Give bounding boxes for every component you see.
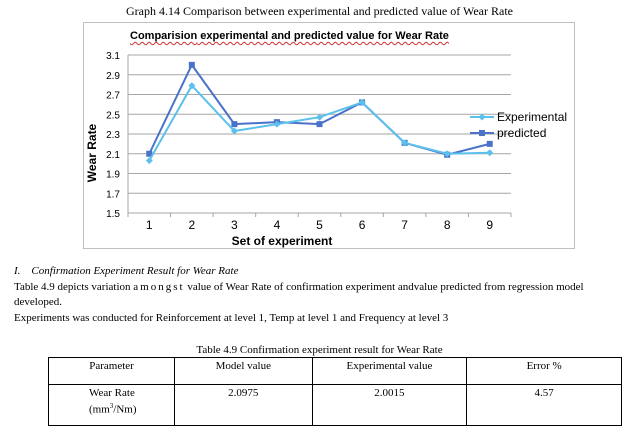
- x-tick-label: 3: [231, 218, 238, 232]
- line-chart: 3.1 2.9 2.7 2.5 2.3 2.1 1.9 1.7 1.5 1 2 3 4 5 6 7 8 9 Ex…: [85, 51, 567, 248]
- y-tick-label: 2.9: [106, 71, 120, 82]
- section-title: Confirmation Experiment Result for Wear …: [31, 265, 239, 277]
- x-tick-label: 2: [188, 218, 195, 232]
- graph-caption: Graph 4.14 Comparison between experiment…: [125, 4, 513, 18]
- paragraph-1-start: Table 4.9 depicts variation: [14, 281, 131, 293]
- cell-experimental-value: 2.0015: [311, 384, 468, 426]
- header-experimental-value: Experimental value: [311, 357, 468, 385]
- chart-frame: 3.1 2.9 2.7 2.5 2.3 2.1 1.9 1.7 1.5 1 2 3 4 5 6 7 8 9 Ex…: [83, 22, 575, 249]
- chart-title-rest: experimental and predicted value for Wea…: [197, 30, 449, 42]
- y-tick-label: 2.7: [106, 91, 120, 102]
- legend-experimental-label: Experimental: [497, 110, 567, 124]
- experimental-point: [401, 139, 409, 147]
- confirmation-table: Parameter Model value Experimental value…: [47, 357, 622, 426]
- parameter-unit-b: /Nm): [113, 403, 137, 416]
- cell-parameter: Wear Rate (mm3/Nm): [47, 384, 176, 426]
- y-tick-label: 1.5: [106, 209, 120, 220]
- y-tick-label: 1.9: [106, 170, 120, 181]
- experimental-point: [273, 120, 281, 128]
- predicted-point: [316, 121, 323, 128]
- paragraph-1-end: value of Wear Rate of confirmation exper…: [14, 281, 584, 308]
- section-number: I.: [14, 265, 21, 277]
- legend-predicted-label: predicted: [497, 126, 546, 140]
- x-tick-label: 4: [274, 218, 281, 232]
- predicted-point: [231, 121, 238, 128]
- table-caption: Table 4.9 Confirmation experiment result…: [196, 344, 443, 356]
- experimental-point: [230, 127, 238, 135]
- y-tick-label: 2.5: [106, 110, 120, 121]
- chart-title-first-word: Comparision: [130, 30, 198, 42]
- predicted-point: [188, 61, 195, 68]
- paragraph-1-spaced-word: amongst: [133, 281, 185, 293]
- y-tick-label: 1.7: [106, 189, 120, 200]
- header-model-value: Model value: [174, 357, 313, 385]
- legend-experimental-marker: [478, 113, 486, 121]
- y-axis-label: Wear Rate: [85, 123, 99, 182]
- predicted-series-line: [148, 62, 490, 156]
- predicted-point: [486, 140, 493, 147]
- parameter-name: Wear Rate: [89, 387, 135, 399]
- experimental-point: [316, 113, 323, 121]
- experimental-point: [145, 157, 153, 165]
- x-axis-label: Set of experiment: [232, 234, 333, 248]
- predicted-point: [146, 150, 153, 157]
- x-tick-label: 1: [146, 218, 153, 232]
- table-row: Wear Rate (mm3/Nm) 2.0975 2.0015 4.57: [47, 384, 622, 426]
- experimental-point: [486, 149, 494, 157]
- y-tick-label: 3.1: [106, 51, 120, 62]
- header-error: Error %: [466, 357, 622, 385]
- table-header-row: Parameter Model value Experimental value…: [47, 357, 622, 385]
- chart-title: Comparision experimental and predicted v…: [130, 30, 449, 42]
- x-tick-label: 5: [316, 218, 323, 232]
- parameter-unit-sup: 3: [109, 402, 114, 410]
- y-tick-label: 2.3: [106, 130, 120, 141]
- paragraph-1: Table 4.9 depicts variation amongst valu…: [14, 280, 626, 310]
- cell-model-value: 2.0975: [174, 384, 313, 426]
- parameter-unit-a: (mm: [89, 403, 110, 416]
- section-heading: I. Confirmation Experiment Result for We…: [14, 265, 238, 277]
- paragraph-2: Experiments was conducted for Reinforcem…: [14, 312, 449, 324]
- x-tick-label: 8: [444, 218, 451, 232]
- cell-error: 4.57: [466, 384, 622, 426]
- x-tick-label: 9: [486, 218, 493, 232]
- experimental-point: [358, 98, 366, 106]
- header-parameter: Parameter: [47, 357, 176, 385]
- experimental-point: [188, 82, 196, 90]
- y-tick-label: 2.1: [106, 150, 120, 161]
- legend-predicted-marker: [479, 130, 485, 136]
- experimental-point: [443, 150, 451, 158]
- x-tick-label: 6: [359, 218, 366, 232]
- x-tick-label: 7: [401, 218, 408, 232]
